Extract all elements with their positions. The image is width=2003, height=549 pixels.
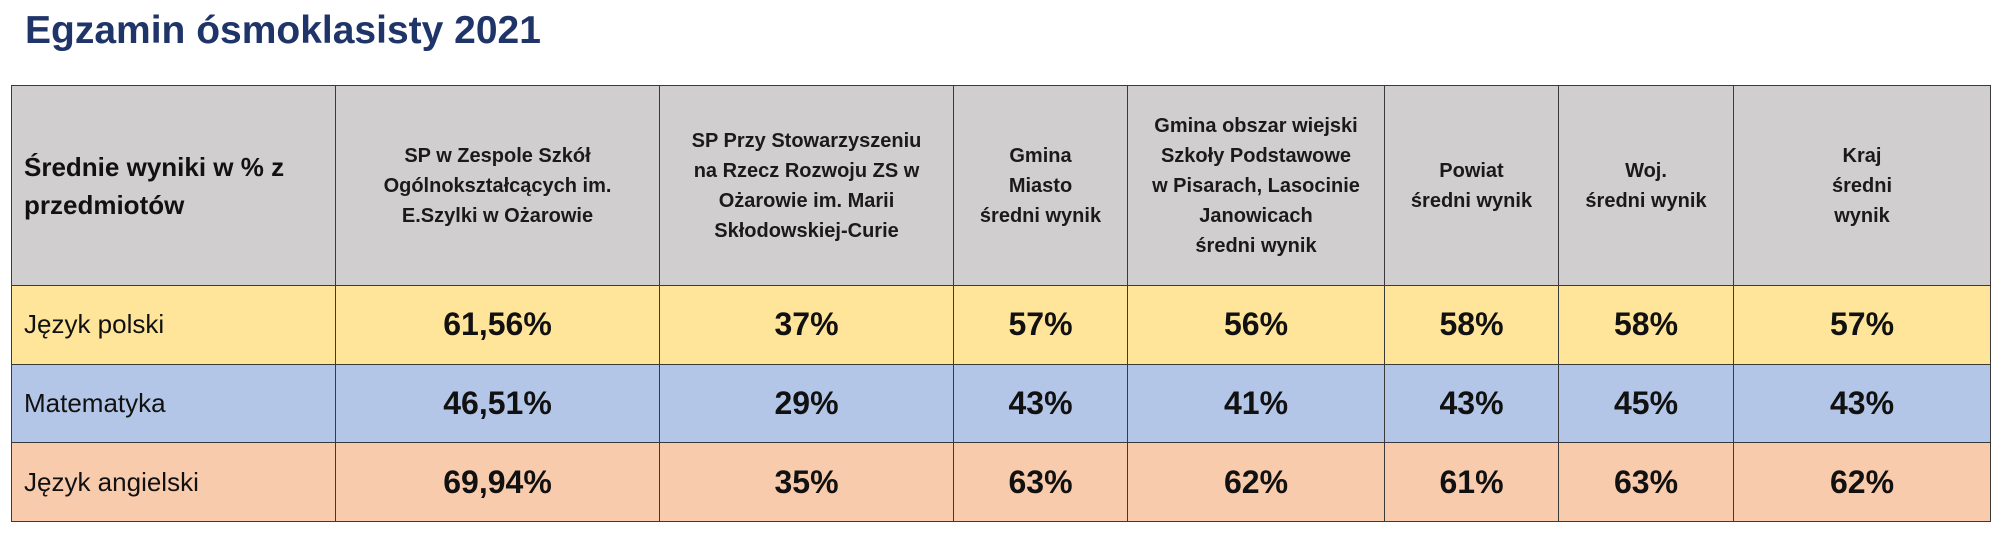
table-cell: 58% [1384, 285, 1559, 365]
header-row: Średnie wyniki w % z przedmiotów SP w Ze… [11, 85, 1991, 286]
table-row-jezyk-angielski: Język angielski 69,94% 35% 63% 62% 61% 6… [11, 442, 1991, 522]
table-cell: 43% [1384, 363, 1559, 444]
column-header-sp-stowarzyszenie: SP Przy Stowarzyszeniu na Rzecz Rozwoju … [659, 85, 954, 286]
table-cell: 57% [1733, 285, 1991, 365]
column-header-powiat: Powiat średni wynik [1384, 85, 1559, 286]
column-header-label: Powiat średni wynik [1410, 159, 1533, 212]
table-cell: 58% [1558, 285, 1734, 365]
column-header-gmina-wies: Gmina obszar wiejski Szkoły Podstawowe w… [1127, 85, 1385, 286]
table-cell: 62% [1733, 442, 1991, 522]
table-cell: 41% [1127, 363, 1385, 444]
column-header-label: Gmina Miasto średni wynik [979, 144, 1102, 227]
column-header-kraj: Kraj średni wynik [1733, 85, 1991, 286]
table-cell: 61,56% [335, 285, 660, 365]
column-header-gmina-miasto: Gmina Miasto średni wynik [953, 85, 1128, 286]
column-header-label: Woj. średni wynik [1585, 159, 1707, 212]
column-header-wojewodztwo: Woj. średni wynik [1558, 85, 1734, 286]
results-table: Średnie wyniki w % z przedmiotów SP w Ze… [11, 85, 1991, 522]
table-cell: 61% [1384, 442, 1559, 522]
table-cell: 56% [1127, 285, 1385, 365]
table-cell: 45% [1558, 363, 1734, 444]
table-cell: 62% [1127, 442, 1385, 522]
column-header-sp-szylki: SP w Zespole Szkół Ogólnokształcących im… [335, 85, 660, 286]
table-cell: 43% [953, 363, 1128, 444]
row-label: Język angielski [11, 442, 336, 522]
table-row-jezyk-polski: Język polski 61,56% 37% 57% 56% 58% 58% … [11, 285, 1991, 365]
table-cell: 46,51% [335, 363, 660, 444]
page-title: Egzamin ósmoklasisty 2021 [25, 9, 541, 52]
table-cell: 57% [953, 285, 1128, 365]
column-header-label: Kraj średni wynik [1831, 144, 1893, 227]
row-label: Język polski [11, 285, 336, 365]
table-cell: 35% [659, 442, 954, 522]
column-header-label: SP Przy Stowarzyszeniu na Rzecz Rozwoju … [691, 129, 922, 242]
table-cell: 37% [659, 285, 954, 365]
table-cell: 69,94% [335, 442, 660, 522]
column-header-label: Gmina obszar wiejski Szkoły Podstawowe w… [1152, 114, 1360, 257]
corner-header: Średnie wyniki w % z przedmiotów [11, 85, 336, 286]
table-cell: 63% [1558, 442, 1734, 522]
row-label: Matematyka [11, 363, 336, 444]
table-cell: 63% [953, 442, 1128, 522]
table-cell: 29% [659, 363, 954, 444]
table-row-matematyka: Matematyka 46,51% 29% 43% 41% 43% 45% 43… [11, 363, 1991, 444]
column-header-label: SP w Zespole Szkół Ogólnokształcących im… [383, 144, 612, 227]
corner-label: Średnie wyniki w % z przedmiotów [24, 151, 285, 220]
table-cell: 43% [1733, 363, 1991, 444]
